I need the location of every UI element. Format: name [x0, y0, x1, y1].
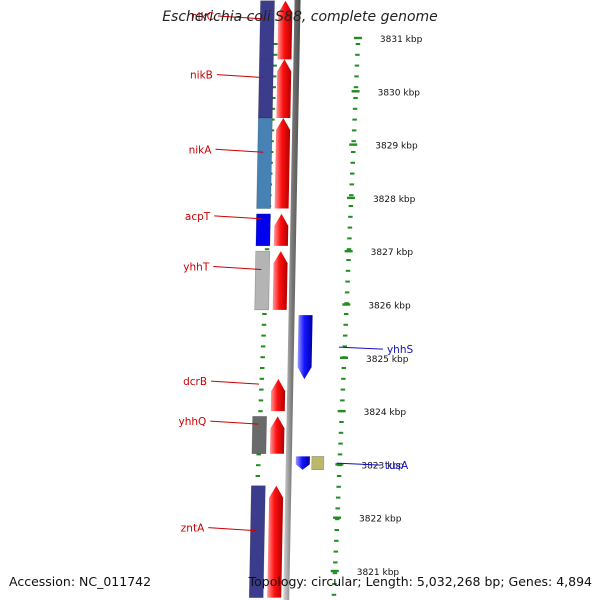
- gene-arrow-nikC: [277, 0, 293, 60]
- gene-arrow-yhhQ: [269, 416, 285, 454]
- label-leader-yhhS: [338, 346, 383, 350]
- gene-arrow-nikA: [274, 117, 291, 209]
- gene-label-yhhQ: yhhQ: [179, 416, 207, 428]
- gene-labels: nikC nikB nikA acpT yhhT dcrB yhhQ zntA yhhS tusA: [179, 11, 414, 535]
- cog-box-zntA: [248, 485, 266, 598]
- gene-arrow-nikB: [276, 59, 292, 118]
- gene-arrow-acpT: [273, 213, 289, 246]
- backbone-line: [283, 0, 301, 600]
- gene-label-nikA: nikA: [189, 144, 213, 156]
- gene-label-dcrB: dcrB: [183, 376, 207, 388]
- label-leader-tusA: [336, 462, 381, 466]
- gene-arrow-yhhS: [297, 315, 313, 380]
- cog-category-ring: [248, 0, 325, 598]
- cog-box-nikB: [258, 59, 274, 119]
- label-leader-acpT: [214, 215, 263, 220]
- cog-box-acpT: [255, 213, 271, 247]
- cog-box-yhhT: [254, 250, 271, 311]
- label-leader-nikA: [215, 148, 264, 153]
- gene-label-zntA: zntA: [181, 523, 205, 535]
- label-leader-yhhT: [213, 266, 262, 271]
- gene-label-acpT: acpT: [185, 211, 211, 223]
- gene-label-tusA: tusA: [385, 460, 409, 472]
- scale-label: 3827 kbp: [371, 248, 414, 258]
- gene-arrow-tusA: [295, 456, 310, 470]
- scale-label: 3821 kbp: [357, 568, 400, 578]
- scale-label: 3828 kbp: [373, 195, 416, 205]
- scale-label: 3824 kbp: [364, 408, 407, 418]
- backbone: [283, 0, 301, 600]
- gene-arrow-yhhT: [272, 251, 288, 310]
- scale-label: 3823 kbp: [361, 461, 404, 471]
- gene-label-yhhT: yhhT: [183, 262, 210, 274]
- gene-label-nikB: nikB: [190, 70, 213, 82]
- gene-arrow-zntA: [267, 485, 284, 598]
- topology-text: Topology: circular; Length: 5,032,268 bp…: [248, 574, 592, 589]
- scale-label: 3831 kbp: [380, 35, 423, 45]
- cog-box-tusA: [311, 456, 325, 471]
- label-leader-dcrB: [211, 380, 260, 385]
- accession-text: Accession: NC_011742: [9, 574, 152, 589]
- gene-label-yhhS: yhhS: [387, 344, 414, 356]
- gene-features: [267, 0, 313, 598]
- gene-arrow-dcrB: [270, 379, 286, 412]
- scale-label: 3822 kbp: [359, 515, 402, 525]
- label-leader-yhhQ: [210, 420, 259, 425]
- label-leader-nikC: [217, 15, 267, 20]
- cog-box-yhhQ: [251, 416, 267, 455]
- map-title: Escherichia coli S88, complete genome: [162, 9, 438, 25]
- scale-label: 3826 kbp: [368, 302, 411, 312]
- gene-label-nikC: nikC: [191, 11, 214, 23]
- cog-box-nikA: [256, 117, 273, 209]
- kbp-scale-labels: 3831 kbp 3830 kbp 3829 kbp 3828 kbp 3827 kbp…: [357, 35, 423, 578]
- outer-tick-ring: [330, 36, 362, 596]
- label-leader-nikB: [216, 74, 265, 79]
- label-leader-zntA: [208, 527, 257, 532]
- scale-label: 3830 kbp: [378, 88, 421, 98]
- scale-label: 3829 kbp: [375, 142, 418, 152]
- scale-label: 3825 kbp: [366, 355, 409, 365]
